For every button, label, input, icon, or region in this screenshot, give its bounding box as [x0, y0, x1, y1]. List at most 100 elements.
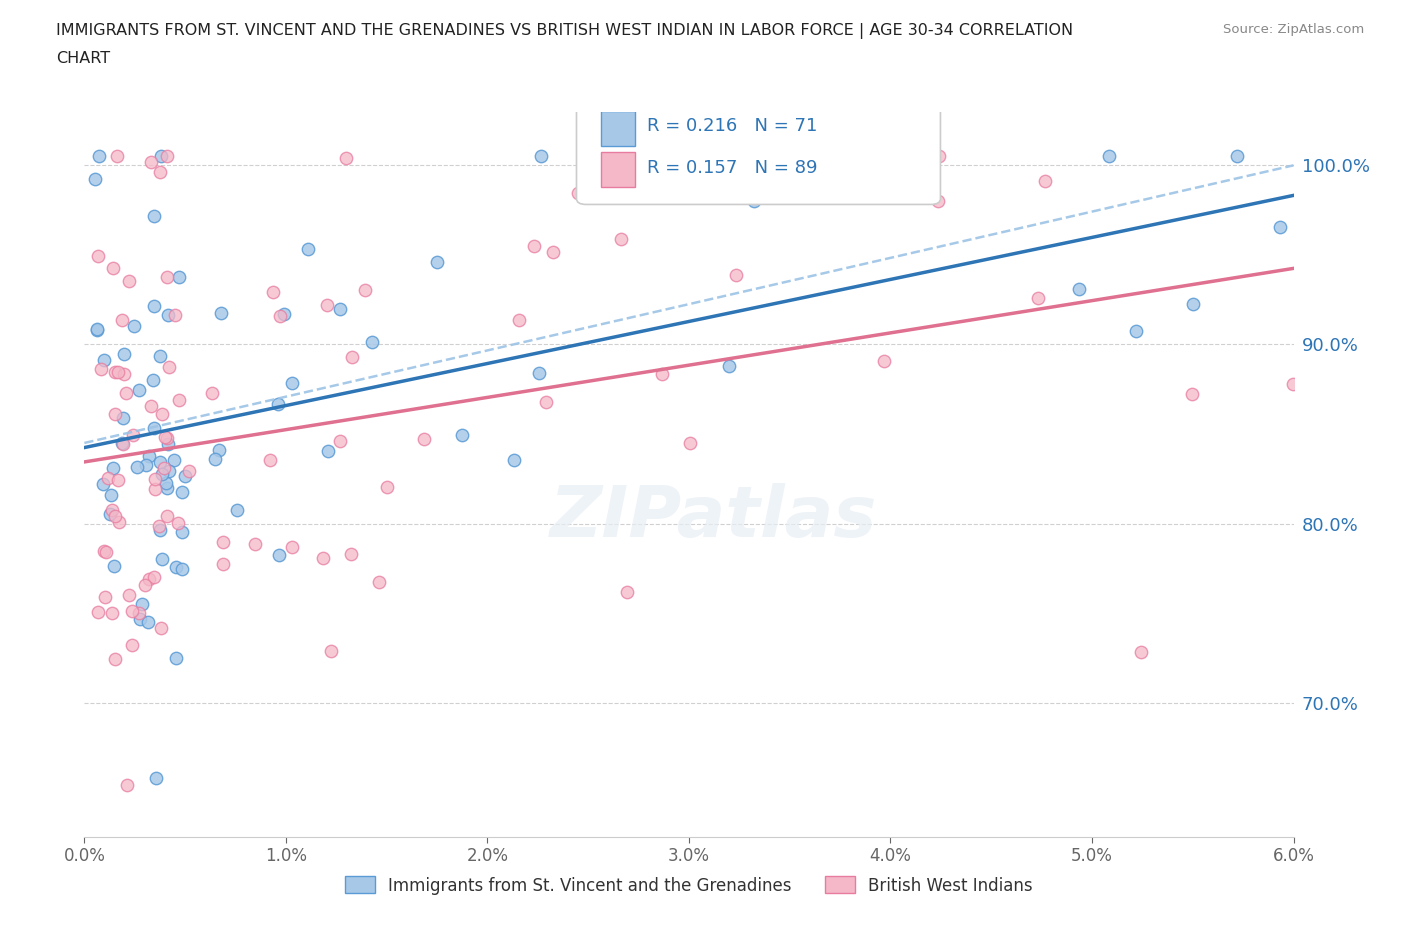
- Point: [530, 149, 553, 164]
- Point: [139, 398, 162, 413]
- Point: [97, 471, 120, 485]
- Point: [541, 245, 564, 259]
- Point: [169, 392, 191, 407]
- Point: [134, 578, 156, 593]
- Point: [155, 475, 177, 490]
- Point: [93, 544, 115, 559]
- Point: [128, 382, 150, 397]
- Point: [166, 516, 188, 531]
- Point: [103, 558, 125, 573]
- Point: [165, 651, 187, 666]
- Point: [679, 435, 702, 450]
- Point: [112, 411, 135, 426]
- Point: [84, 171, 107, 186]
- Point: [148, 518, 170, 533]
- Point: [131, 596, 153, 611]
- Point: [340, 547, 363, 562]
- Point: [112, 366, 135, 381]
- Point: [605, 149, 627, 164]
- Point: [107, 365, 129, 379]
- Point: [142, 421, 165, 436]
- Point: [156, 436, 179, 451]
- Point: [143, 299, 166, 313]
- Point: [281, 376, 304, 391]
- Point: [928, 149, 950, 164]
- Point: [142, 372, 165, 387]
- Point: [375, 480, 398, 495]
- Point: [101, 502, 124, 517]
- Point: [179, 463, 201, 478]
- Point: [110, 436, 132, 451]
- Point: [170, 562, 193, 577]
- Point: [1033, 173, 1056, 188]
- Point: [319, 644, 342, 658]
- Point: [167, 270, 190, 285]
- Point: [149, 523, 172, 538]
- Point: [173, 469, 195, 484]
- Point: [139, 154, 162, 169]
- Point: [742, 194, 765, 209]
- Point: [143, 569, 166, 584]
- Text: R = 0.157   N = 89: R = 0.157 N = 89: [647, 159, 817, 178]
- Point: [104, 365, 127, 379]
- Point: [150, 466, 173, 481]
- Point: [125, 459, 148, 474]
- Point: [329, 433, 352, 448]
- Point: [873, 354, 896, 369]
- Point: [1129, 644, 1152, 659]
- Point: [1125, 323, 1147, 338]
- Point: [156, 269, 179, 284]
- Point: [1181, 297, 1204, 312]
- Point: [413, 432, 436, 446]
- Point: [724, 268, 747, 283]
- Point: [153, 430, 176, 445]
- Point: [451, 428, 474, 443]
- Point: [273, 306, 295, 321]
- Point: [148, 349, 170, 364]
- Point: [149, 149, 172, 164]
- FancyBboxPatch shape: [600, 153, 634, 187]
- Point: [143, 481, 166, 496]
- Point: [143, 472, 166, 486]
- Point: [111, 436, 134, 451]
- Point: [329, 302, 352, 317]
- Point: [157, 359, 180, 374]
- Point: [281, 540, 304, 555]
- Point: [145, 771, 167, 786]
- Point: [848, 149, 870, 164]
- Point: [170, 485, 193, 499]
- Point: [426, 254, 449, 269]
- Point: [1067, 282, 1090, 297]
- Point: [527, 365, 550, 380]
- Point: [103, 406, 125, 421]
- Point: [1282, 377, 1305, 392]
- Point: [101, 261, 124, 276]
- Point: [267, 397, 290, 412]
- Point: [226, 503, 249, 518]
- Point: [269, 548, 291, 563]
- Point: [156, 149, 179, 164]
- Legend: Immigrants from St. Vincent and the Grenadines, British West Indians: Immigrants from St. Vincent and the Gren…: [339, 870, 1039, 901]
- Point: [212, 557, 235, 572]
- Point: [368, 575, 391, 590]
- FancyBboxPatch shape: [600, 111, 634, 146]
- Point: [927, 193, 949, 208]
- Point: [128, 605, 150, 620]
- Point: [87, 249, 110, 264]
- Point: [86, 604, 108, 619]
- Point: [98, 506, 121, 521]
- Text: CHART: CHART: [56, 51, 110, 66]
- Point: [111, 312, 134, 327]
- Point: [103, 651, 125, 666]
- Point: [90, 362, 112, 377]
- Point: [94, 589, 117, 604]
- Point: [115, 385, 138, 400]
- Point: [142, 208, 165, 223]
- Point: [86, 322, 108, 337]
- Point: [201, 385, 224, 400]
- Point: [118, 588, 141, 603]
- Point: [523, 239, 546, 254]
- Point: [107, 472, 129, 487]
- Point: [157, 463, 180, 478]
- Point: [361, 334, 384, 349]
